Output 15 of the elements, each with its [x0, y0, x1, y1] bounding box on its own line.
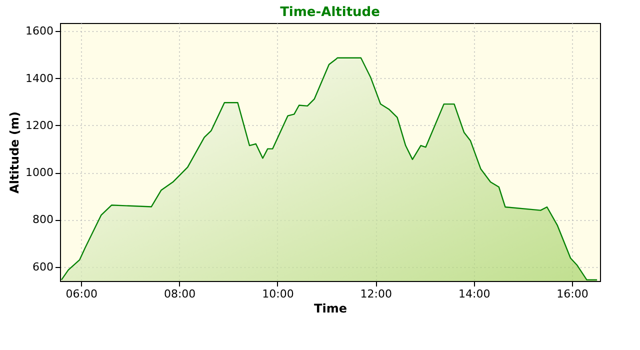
- x-axis-title: Time: [314, 302, 347, 316]
- y-tick-label: 1000: [26, 166, 54, 180]
- chart-title: Time-Altitude: [280, 5, 380, 20]
- y-tick-label: 600: [32, 260, 54, 274]
- y-axis-title: Altitude (m): [8, 112, 22, 194]
- x-tick-label: 14:00: [458, 288, 490, 300]
- y-tick-label: 800: [32, 213, 54, 226]
- x-tick-label: 10:00: [262, 288, 294, 300]
- y-tick-label: 1600: [26, 24, 54, 38]
- y-tick-label: 1200: [26, 118, 54, 132]
- x-tick-label: 08:00: [164, 288, 196, 300]
- y-tick-label: 1400: [26, 72, 54, 85]
- x-tick-label: 12:00: [360, 288, 392, 300]
- x-tick-label: 16:00: [556, 288, 588, 300]
- x-tick-label: 06:00: [66, 288, 98, 300]
